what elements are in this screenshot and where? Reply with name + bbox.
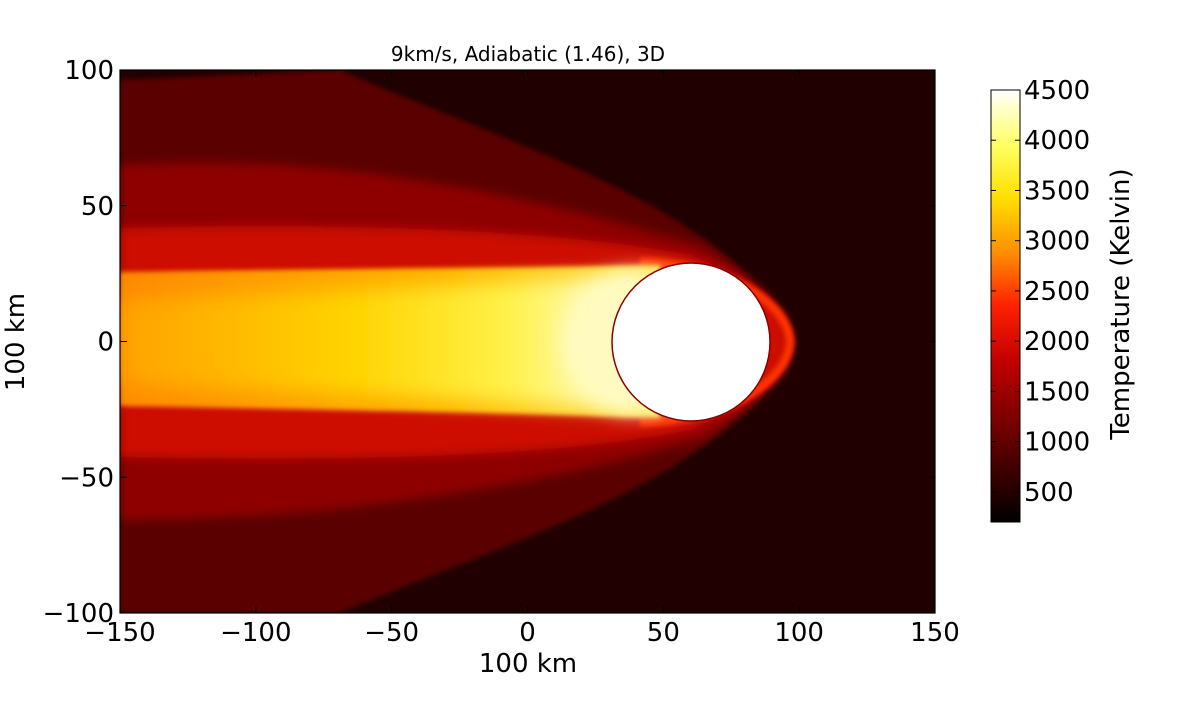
x-tick-label: −100 (220, 618, 291, 648)
x-axis: −150 −100 −50 0 50 100 150 (84, 70, 960, 648)
hot-core-wake (120, 275, 640, 410)
x-tick-label: −50 (364, 618, 419, 648)
colorbar-tick-label: 1500 (1024, 377, 1090, 407)
y-tick-label: 0 (97, 328, 114, 358)
colorbar-tick-label: 1000 (1024, 428, 1090, 458)
colorbar-tick-label: 3000 (1024, 227, 1090, 257)
colorbar-tick-label: 3500 (1024, 176, 1090, 206)
colorbar-gradient (990, 89, 1021, 523)
x-tick-label: 150 (910, 618, 960, 648)
colorbar-tick-label: 2000 (1024, 327, 1090, 357)
chart-title: 9km/s, Adiabatic (1.46), 3D (391, 42, 665, 66)
x-axis-label: 100 km (479, 649, 577, 679)
colorbar-tick-label: 500 (1024, 478, 1074, 508)
y-tick-label: 50 (81, 192, 114, 222)
x-tick-label: −150 (84, 618, 155, 648)
heatmap-field (120, 70, 935, 613)
colorbar-label: Temperature (Kelvin) (1106, 168, 1136, 440)
x-tick-label: 0 (519, 618, 536, 648)
y-axis-label: 100 km (1, 293, 31, 391)
colorbar-tick-label: 4000 (1024, 126, 1090, 156)
colorbar: 500 1000 1500 2000 2500 3000 3500 4000 4500 Temp… (990, 76, 1136, 523)
colorbar-ticks: 500 1000 1500 2000 2500 3000 3500 4000 4500 (991, 76, 1090, 508)
x-tick-label: 100 (774, 618, 824, 648)
colorbar-tick-label: 4500 (1024, 76, 1090, 106)
meteoroid-body (611, 262, 771, 422)
y-tick-label: −50 (59, 463, 114, 493)
colorbar-tick-label: 2500 (1024, 277, 1090, 307)
y-tick-label: 100 (64, 56, 114, 86)
y-axis: −100 −50 0 50 100 (43, 56, 935, 629)
y-tick-label: −100 (43, 599, 114, 629)
x-tick-label: 50 (647, 618, 680, 648)
